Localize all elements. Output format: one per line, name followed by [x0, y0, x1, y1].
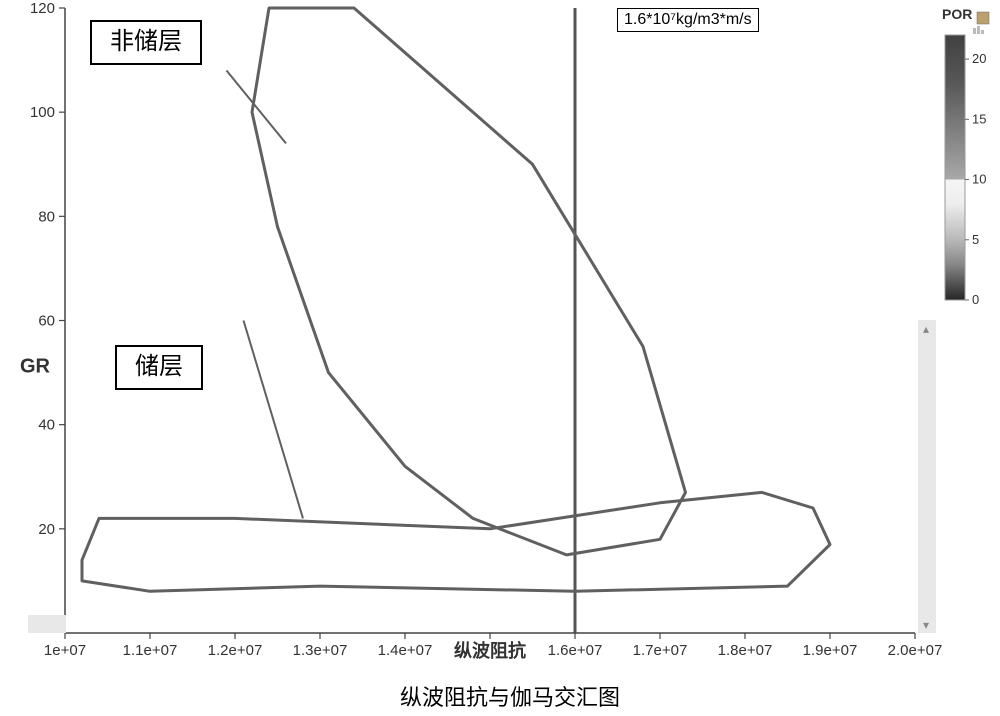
svg-text:100: 100: [30, 104, 55, 121]
svg-text:1.6e+07: 1.6e+07: [548, 642, 603, 659]
svg-text:1.4e+07: 1.4e+07: [378, 642, 433, 659]
svg-text:60: 60: [38, 313, 55, 330]
figure-caption: 纵波阻抗与伽马交汇图: [400, 680, 620, 712]
svg-text:1.8e+07: 1.8e+07: [718, 642, 773, 659]
svg-text:15: 15: [972, 111, 986, 126]
svg-text:5: 5: [972, 232, 979, 247]
svg-text:20: 20: [38, 521, 55, 538]
crossplot-figure: 20406080100120GR1e+071.1e+071.2e+071.3e+…: [0, 0, 1000, 711]
non-reservoir-label: 非储层: [110, 28, 182, 55]
svg-text:纵波阻抗: 纵波阻抗: [454, 640, 526, 661]
svg-text:1.1e+07: 1.1e+07: [123, 642, 178, 659]
gray-strip-right: [918, 320, 936, 633]
reservoir-label-box: 储层: [115, 345, 203, 390]
svg-text:GR: GR: [20, 356, 51, 378]
svg-text:1.2e+07: 1.2e+07: [208, 642, 263, 659]
svg-text:20: 20: [972, 51, 986, 66]
svg-text:40: 40: [38, 417, 55, 434]
svg-text:10: 10: [972, 172, 986, 187]
reservoir-label: 储层: [135, 353, 183, 380]
colorbar-title: POR: [942, 6, 972, 22]
svg-text:1e+07: 1e+07: [44, 642, 86, 659]
svg-text:80: 80: [38, 208, 55, 225]
scroll-down-icon[interactable]: ▾: [923, 618, 929, 632]
non-reservoir-label-box: 非储层: [90, 20, 202, 65]
svg-text:120: 120: [30, 0, 55, 17]
svg-text:1.9e+07: 1.9e+07: [803, 642, 858, 659]
svg-text:2.0e+07: 2.0e+07: [888, 642, 943, 659]
svg-text:0: 0: [972, 292, 979, 307]
svg-text:1.7e+07: 1.7e+07: [633, 642, 688, 659]
threshold-label: 1.6*10⁷kg/m3*m/s: [624, 11, 752, 28]
svg-text:1.3e+07: 1.3e+07: [293, 642, 348, 659]
threshold-label-box: 1.6*10⁷kg/m3*m/s: [617, 8, 759, 32]
scroll-up-icon[interactable]: ▴: [923, 322, 929, 336]
gray-strip-left: [28, 615, 66, 633]
